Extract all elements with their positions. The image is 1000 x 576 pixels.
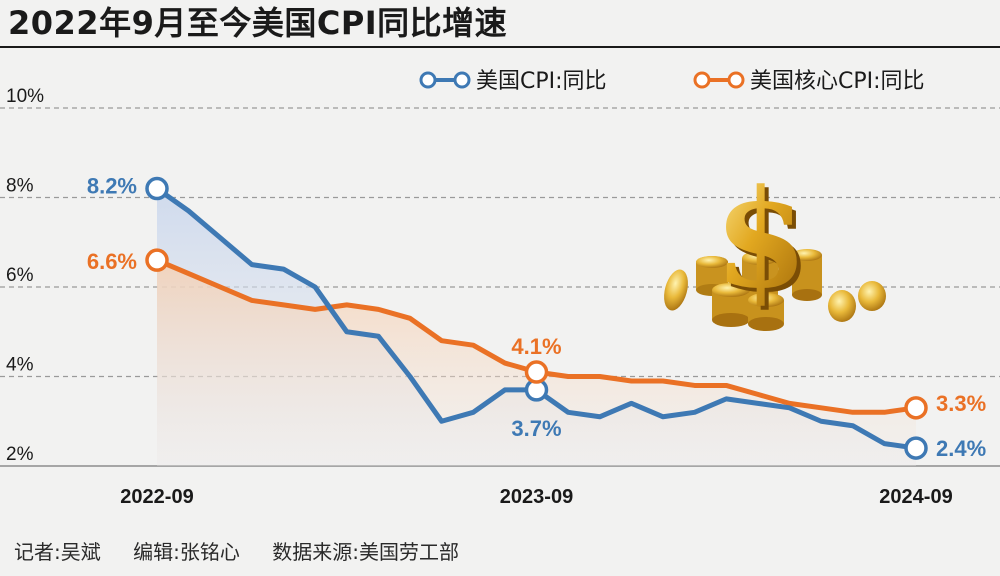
coin-stack-icon [748,293,784,331]
series-area [157,260,916,466]
y-tick-label: 6% [6,265,34,286]
legend-marker [453,71,471,89]
data-source: 数据来源:美国劳工部 [272,540,459,564]
data-label: 6.6% [87,249,137,274]
title-rule [0,46,1000,48]
legend-item: 美国CPI:同比 [419,69,607,94]
x-tick-label: 2022-09 [120,486,193,508]
data-point-marker [904,436,928,460]
y-tick-label: 10% [6,86,44,107]
data-point-marker [904,396,928,420]
legend-label: 美国CPI:同比 [476,69,607,94]
gold-coin-icon [664,269,886,322]
coin-stack-icon [712,283,750,327]
y-tick-label: 4% [6,355,34,376]
legend-item: 美国核心CPI:同比 [693,69,925,94]
data-label: 3.7% [511,416,561,441]
chart-title: 2022年9月至今美国CPI同比增速 [8,4,508,42]
data-label: 8.2% [87,174,137,199]
data-point-marker [145,176,169,201]
svg-text:$: $ [718,163,812,322]
data-point-marker [524,360,549,384]
legend-marker [419,71,437,89]
legend-marker [693,71,711,89]
legend: 美国CPI:同比 美国核心CPI:同比 [419,69,925,94]
x-tick-label: 2024-09 [879,486,952,508]
gold-coins-dollar-illustration: $ $ [664,159,886,331]
reporter-credit: 记者:吴斌 [14,540,101,564]
x-tick-label: 2023-09 [500,486,573,508]
coin-stack-icon [792,249,822,301]
data-point-marker [145,248,169,272]
footer-credits: 记者:吴斌 编辑:张铭心 数据来源:美国劳工部 [14,536,485,565]
data-label: 3.3% [936,391,986,416]
data-label: 2.4% [936,436,986,461]
y-tick-label: 8% [6,176,34,197]
y-tick-label: 2% [6,444,34,465]
dollar-sign-icon: $ $ [714,159,812,322]
legend-label: 美国核心CPI:同比 [750,69,925,94]
legend-marker [727,71,745,89]
editor-credit: 编辑:张铭心 [133,540,240,564]
data-label: 4.1% [511,334,561,359]
svg-text:$: $ [714,159,808,318]
